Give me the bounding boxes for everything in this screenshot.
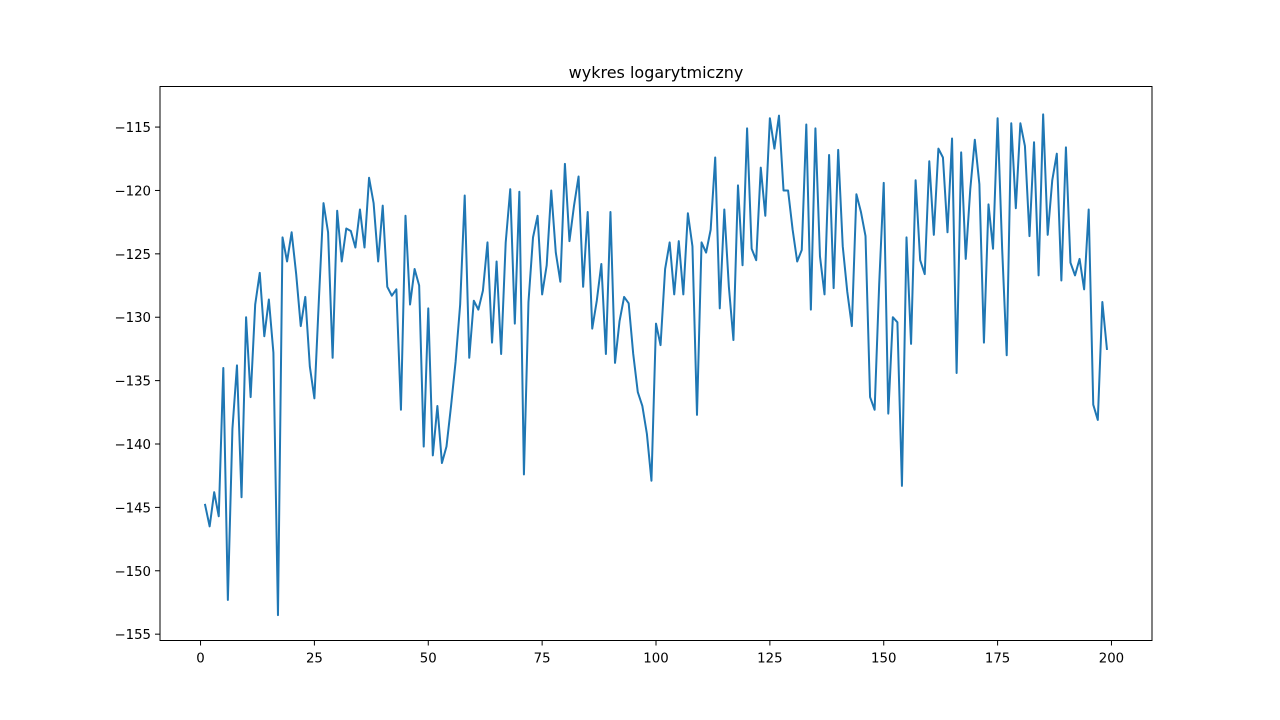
y-tick-label: −140 bbox=[114, 438, 151, 453]
plot-area bbox=[160, 86, 1152, 641]
series-line-1 bbox=[203, 113, 1109, 617]
y-tick-label: −125 bbox=[114, 248, 151, 263]
y-tick-label: −115 bbox=[114, 121, 151, 136]
series-layer bbox=[203, 113, 1109, 617]
x-tick-label: 200 bbox=[1099, 652, 1124, 667]
y-tick-label: −150 bbox=[114, 565, 151, 580]
y-tick-label: −145 bbox=[114, 501, 151, 516]
x-tick-label: 125 bbox=[757, 652, 782, 667]
x-tick-label: 25 bbox=[306, 652, 323, 667]
x-tick-label: 150 bbox=[871, 652, 896, 667]
y-tick-label: −130 bbox=[114, 311, 151, 326]
x-tick-label: 100 bbox=[643, 652, 668, 667]
y-tick-label: −120 bbox=[114, 184, 151, 199]
x-tick-label: 75 bbox=[534, 652, 551, 667]
x-tick-label: 0 bbox=[196, 652, 204, 667]
chart-title: wykres logarytmiczny bbox=[569, 63, 744, 82]
y-tick-label: −135 bbox=[114, 375, 151, 390]
x-tick-label: 50 bbox=[420, 652, 437, 667]
x-axis: 0 25 50 75 100 125 150 175 200 bbox=[196, 640, 1124, 667]
x-tick-label: 175 bbox=[985, 652, 1010, 667]
y-tick-label: −155 bbox=[114, 628, 151, 643]
y-axis: −155 −150 −145 −140 −135 −130 −125 −120 −115 bbox=[114, 121, 160, 643]
